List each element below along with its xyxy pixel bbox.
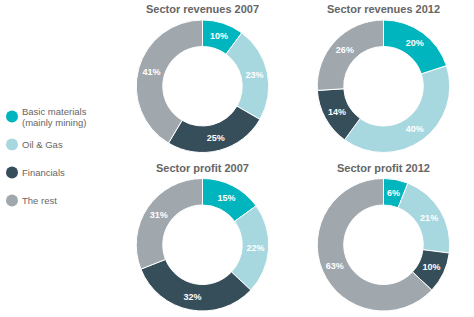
slice	[136, 179, 202, 270]
slice	[398, 183, 450, 253]
legend-label: Oil & Gas	[22, 139, 63, 150]
legend-swatch	[6, 139, 18, 151]
legend-label: The rest	[22, 195, 57, 206]
data-label: 10%	[422, 262, 440, 272]
data-labels: 20% 40% 14% 26%	[328, 38, 424, 134]
chart-root: Sector revenues 200710%23%25%41%Sector r…	[0, 0, 474, 317]
slice	[136, 20, 202, 143]
data-label: 6%	[387, 188, 400, 198]
data-label: 14%	[328, 107, 346, 117]
data-labels: 10% 23% 25% 41%	[142, 31, 263, 143]
data-label: 26%	[336, 45, 354, 55]
slice	[317, 179, 432, 312]
donut-chart: Sector profit 2007 15% 22% 32% 31%	[136, 162, 268, 311]
data-label: 41%	[142, 67, 160, 77]
slice	[226, 33, 269, 119]
legend: Basic materials(mainly mining) Oil & Gas F…	[6, 106, 87, 207]
data-label: 10%	[210, 31, 228, 41]
data-label: 15%	[218, 193, 236, 203]
chart-title: Sector revenues 2012	[327, 3, 440, 15]
data-label: 23%	[245, 70, 263, 80]
slice	[384, 20, 447, 74]
data-label: 63%	[326, 261, 344, 271]
data-label: 20%	[406, 38, 424, 48]
slices	[317, 20, 449, 152]
slices	[136, 179, 268, 311]
data-label: 32%	[184, 292, 202, 302]
donut-chart: Sector revenues 2007 10% 23% 25% 41%	[136, 3, 268, 152]
data-label: 25%	[207, 133, 225, 143]
slice	[345, 66, 450, 153]
slices	[136, 20, 268, 152]
data-label: 40%	[406, 124, 424, 134]
data-labels: 6% 21% 10% 63%	[326, 188, 441, 273]
legend-label: Financials	[22, 167, 65, 178]
slice	[317, 89, 360, 140]
legend-swatch	[6, 195, 18, 207]
slice	[141, 259, 251, 311]
legend-label: Basic materials(mainly mining)	[22, 106, 87, 128]
donut-chart: Sector revenues 2012 20% 40% 14% 26%	[317, 3, 449, 152]
data-label: 31%	[150, 210, 168, 220]
slice	[317, 20, 383, 90]
slices	[317, 179, 450, 312]
donut-chart: Sector profit 2012 6% 21% 10% 63%	[317, 162, 450, 312]
data-label: 21%	[420, 213, 438, 223]
slice	[168, 106, 259, 152]
chart-title: Sector profit 2007	[156, 162, 249, 174]
data-label: 22%	[246, 243, 264, 253]
legend-swatch	[6, 167, 18, 179]
legend-swatch	[6, 111, 18, 123]
data-labels: 15% 22% 32% 31%	[150, 193, 265, 302]
chart-title: Sector profit 2012	[337, 162, 430, 174]
chart-title: Sector revenues 2007	[146, 3, 259, 15]
